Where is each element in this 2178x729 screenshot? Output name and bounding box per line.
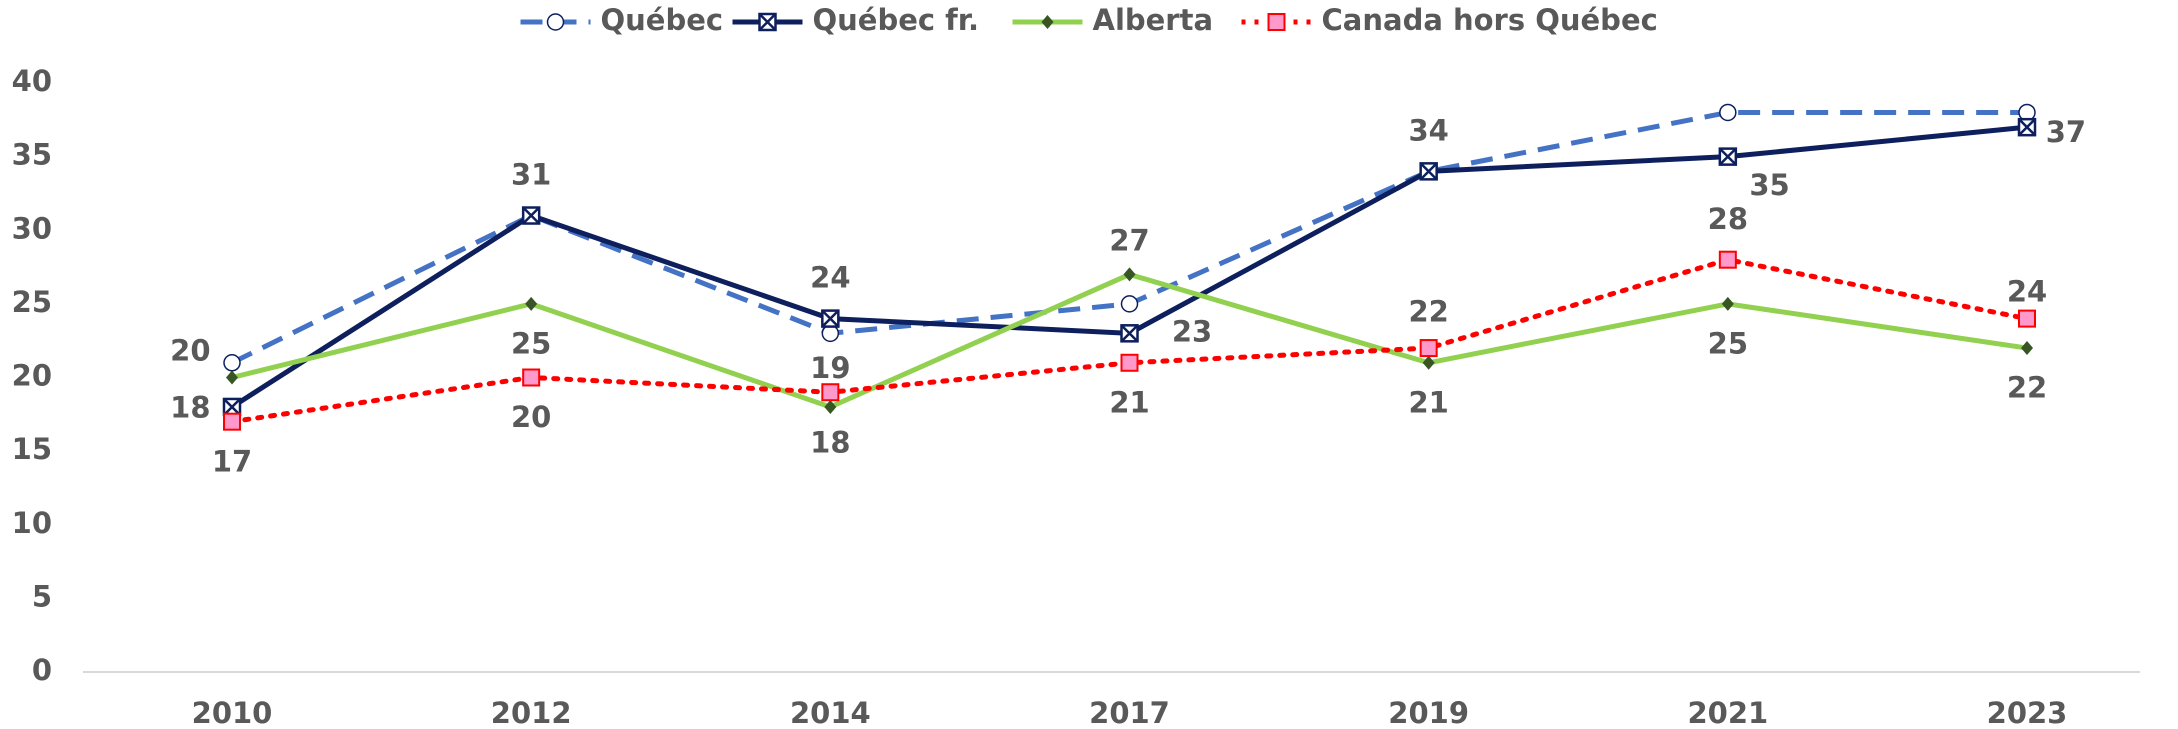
- marker-shape: [1718, 250, 1737, 269]
- data-label: 28: [1708, 202, 1748, 236]
- x-tick-label: 2012: [491, 696, 572, 729]
- y-tick-label: 20: [12, 359, 52, 393]
- marker: [222, 397, 242, 417]
- x-tick-label: 2019: [1388, 696, 1469, 729]
- marker: [824, 399, 837, 414]
- data-label: 17: [212, 444, 252, 478]
- marker-shape: [1267, 13, 1286, 31]
- marker-shape: [1721, 296, 1734, 311]
- data-label: 20: [511, 400, 551, 434]
- y-tick-label: 0: [32, 653, 52, 687]
- marker-shape: [1719, 103, 1737, 122]
- marker-shape: [223, 354, 241, 372]
- marker: [546, 13, 565, 31]
- marker: [1721, 296, 1734, 311]
- x-tick-label: 2010: [192, 696, 273, 729]
- marker: [1267, 13, 1286, 31]
- y-tick-label: 5: [32, 579, 52, 613]
- marker-shape: [223, 412, 241, 431]
- marker-shape: [1120, 324, 1139, 343]
- marker-shape: [522, 368, 541, 387]
- marker: [1422, 355, 1435, 370]
- legend: Québec Québec fr. Alberta Canada hors Québe…: [520, 3, 1658, 37]
- data-label: 18: [810, 425, 850, 459]
- legend-label: Alberta: [1093, 3, 1214, 37]
- x-tick-label: 2017: [1089, 696, 1170, 729]
- marker: [1120, 353, 1139, 372]
- marker: [1718, 147, 1738, 166]
- marker: [223, 354, 241, 372]
- data-label: 25: [1708, 327, 1748, 361]
- marker-shape: [546, 13, 565, 31]
- marker-shape: [522, 206, 541, 225]
- y-tick-label: 35: [12, 138, 52, 172]
- marker-shape: [223, 398, 241, 416]
- marker: [1123, 267, 1136, 282]
- data-label: 35: [1749, 168, 1789, 202]
- data-label: 20: [170, 333, 210, 367]
- data-label: 24: [2007, 275, 2047, 309]
- data-label: 22: [1408, 294, 1448, 328]
- marker: [2018, 309, 2036, 328]
- data-label: 31: [511, 158, 551, 192]
- marker-shape: [821, 383, 840, 402]
- marker: [821, 383, 840, 402]
- data-label: 21: [1109, 385, 1149, 419]
- marker-shape: [758, 13, 777, 31]
- marker-shape: [1120, 295, 1139, 313]
- legend-label: Canada hors Québec: [1322, 3, 1658, 37]
- data-label: 27: [1109, 223, 1149, 257]
- marker: [522, 368, 541, 387]
- marker: [223, 412, 241, 431]
- x-tick-label: 2021: [1687, 696, 1768, 729]
- data-label: 19: [810, 351, 850, 385]
- marker-shape: [1422, 355, 1435, 370]
- y-tick-label: 15: [12, 432, 52, 466]
- marker-shape: [1123, 267, 1136, 282]
- marker: [1718, 250, 1737, 269]
- marker: [1419, 162, 1438, 181]
- x-tick-label: 2023: [1987, 696, 2068, 729]
- y-tick-label: 25: [12, 285, 52, 319]
- marker-shape: [1419, 339, 1438, 358]
- marker: [2017, 117, 2037, 137]
- marker-shape: [824, 399, 837, 414]
- marker: [226, 370, 238, 385]
- marker: [521, 206, 541, 225]
- marker: [1419, 339, 1438, 358]
- marker: [525, 296, 538, 311]
- marker: [1120, 324, 1139, 343]
- y-tick-label: 10: [12, 506, 52, 540]
- marker-shape: [2021, 341, 2033, 356]
- data-label: 37: [2046, 115, 2086, 149]
- marker-shape: [226, 370, 238, 385]
- marker: [1120, 295, 1139, 313]
- marker-shape: [2018, 118, 2036, 137]
- marker: [1719, 103, 1737, 122]
- data-label: 34: [1408, 113, 1448, 147]
- data-label: 21: [1408, 385, 1448, 419]
- x-tick-label: 2014: [790, 696, 871, 729]
- marker: [758, 12, 777, 32]
- data-label: 25: [511, 327, 551, 361]
- legend-label: Québec fr.: [813, 3, 979, 37]
- marker: [821, 309, 840, 328]
- y-tick-label: 40: [12, 64, 52, 98]
- legend-label: Québec: [601, 3, 724, 37]
- data-label: 22: [2007, 371, 2047, 405]
- data-label: 23: [1172, 314, 1212, 348]
- data-label: 24: [810, 261, 850, 295]
- marker-shape: [1419, 162, 1438, 181]
- marker: [2021, 341, 2033, 356]
- marker-shape: [1041, 15, 1054, 29]
- marker-shape: [1120, 353, 1139, 372]
- marker: [1041, 15, 1054, 29]
- y-tick-label: 30: [12, 211, 52, 245]
- marker-shape: [1718, 147, 1737, 166]
- marker-shape: [525, 296, 538, 311]
- data-label: 18: [170, 391, 210, 425]
- marker-shape: [821, 309, 840, 328]
- marker-shape: [2018, 309, 2036, 328]
